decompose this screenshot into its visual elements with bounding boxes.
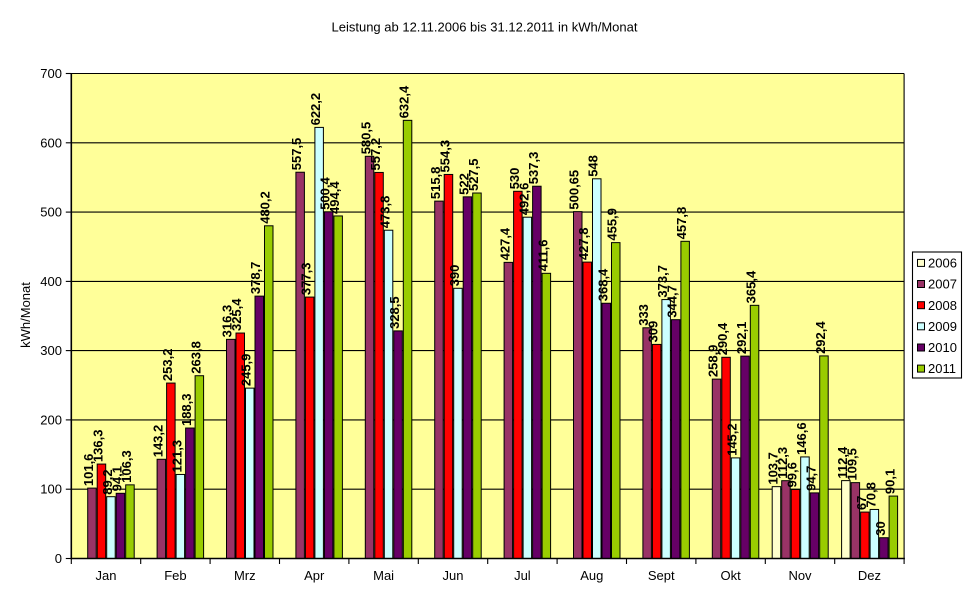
svg-text:527,5: 527,5 (466, 158, 481, 191)
svg-text:400: 400 (40, 274, 62, 289)
svg-text:457,8: 457,8 (674, 207, 689, 240)
svg-text:2007: 2007 (928, 277, 957, 292)
svg-text:427,8: 427,8 (576, 228, 591, 261)
svg-text:557,5: 557,5 (289, 138, 304, 171)
svg-text:Feb: Feb (164, 568, 186, 583)
svg-text:188,3: 188,3 (179, 393, 194, 426)
svg-text:90,1: 90,1 (882, 469, 897, 494)
svg-text:Apr: Apr (304, 568, 325, 583)
svg-text:309: 309 (646, 321, 661, 343)
svg-text:378,7: 378,7 (248, 262, 263, 295)
svg-text:67: 67 (854, 496, 869, 510)
svg-text:473,8: 473,8 (378, 196, 393, 229)
svg-text:292,4: 292,4 (813, 321, 828, 354)
svg-text:480,2: 480,2 (258, 191, 273, 224)
svg-text:300: 300 (40, 343, 62, 358)
svg-text:537,3: 537,3 (526, 152, 541, 185)
svg-text:258,9: 258,9 (706, 345, 721, 378)
svg-text:100: 100 (40, 482, 62, 497)
svg-text:106,3: 106,3 (119, 450, 134, 483)
svg-text:373,7: 373,7 (655, 265, 670, 298)
svg-text:112,3: 112,3 (775, 447, 790, 479)
svg-text:580,5: 580,5 (359, 122, 374, 155)
svg-text:2008: 2008 (928, 298, 957, 313)
svg-text:290,4: 290,4 (715, 322, 730, 355)
svg-text:Jul: Jul (514, 568, 531, 583)
svg-text:292,1: 292,1 (734, 322, 749, 355)
svg-text:Leistung ab 12.11.2006 bis 31.: Leistung ab 12.11.2006 bis 31.12.2011 in… (332, 20, 638, 35)
svg-text:600: 600 (40, 135, 62, 150)
svg-text:344,7: 344,7 (665, 285, 680, 318)
svg-text:548: 548 (586, 155, 601, 177)
svg-text:143,2: 143,2 (150, 425, 165, 458)
svg-text:145,2: 145,2 (725, 423, 740, 456)
svg-text:263,8: 263,8 (188, 341, 203, 374)
svg-text:2009: 2009 (928, 319, 957, 334)
svg-text:Dez: Dez (858, 568, 881, 583)
svg-text:411,6: 411,6 (535, 239, 550, 271)
svg-text:390: 390 (447, 265, 462, 287)
svg-text:500,65: 500,65 (567, 170, 582, 210)
svg-text:30: 30 (873, 521, 888, 535)
svg-text:530: 530 (507, 168, 522, 190)
svg-text:365,4: 365,4 (744, 270, 759, 303)
svg-text:328,5: 328,5 (387, 296, 402, 329)
svg-text:368,4: 368,4 (595, 268, 610, 301)
svg-text:103,7: 103,7 (765, 452, 780, 485)
svg-text:kWh/Monat: kWh/Monat (18, 282, 33, 348)
svg-text:325,4: 325,4 (229, 298, 244, 331)
svg-text:492,6: 492,6 (516, 183, 531, 216)
svg-text:101,6: 101,6 (81, 454, 96, 487)
svg-text:136,3: 136,3 (90, 430, 105, 463)
svg-text:146,6: 146,6 (794, 422, 809, 455)
svg-text:109,5: 109,5 (844, 448, 859, 481)
svg-text:515,8: 515,8 (428, 167, 443, 200)
svg-text:377,3: 377,3 (299, 263, 314, 296)
svg-text:Mai: Mai (373, 568, 394, 583)
svg-text:427,4: 427,4 (497, 227, 512, 260)
svg-text:89,2: 89,2 (100, 469, 115, 494)
svg-text:Mrz: Mrz (234, 568, 256, 583)
svg-text:500,4: 500,4 (318, 176, 333, 209)
svg-text:632,4: 632,4 (397, 85, 412, 118)
svg-text:0: 0 (55, 551, 62, 566)
svg-text:70,8: 70,8 (863, 482, 878, 507)
svg-text:Sept: Sept (648, 568, 675, 583)
svg-text:253,2: 253,2 (160, 349, 175, 382)
svg-text:Jun: Jun (443, 568, 464, 583)
svg-text:455,9: 455,9 (605, 208, 620, 241)
svg-text:700: 700 (40, 66, 62, 81)
svg-text:Okt: Okt (720, 568, 741, 583)
svg-text:494,4: 494,4 (327, 181, 342, 214)
svg-text:112,4: 112,4 (835, 446, 850, 479)
svg-text:316,3: 316,3 (220, 305, 235, 338)
svg-text:Aug: Aug (580, 568, 603, 583)
svg-text:522: 522 (456, 173, 471, 195)
svg-text:622,2: 622,2 (308, 93, 323, 126)
svg-text:94,1: 94,1 (109, 466, 124, 491)
svg-text:121,3: 121,3 (169, 440, 184, 473)
svg-text:Jan: Jan (96, 568, 117, 583)
svg-text:Nov: Nov (788, 568, 812, 583)
svg-text:2006: 2006 (928, 256, 957, 271)
svg-text:554,3: 554,3 (437, 140, 452, 173)
svg-text:99,6: 99,6 (784, 462, 799, 487)
svg-text:333: 333 (636, 304, 651, 326)
svg-text:557,2: 557,2 (368, 138, 383, 171)
svg-text:200: 200 (40, 412, 62, 427)
svg-text:94,7: 94,7 (803, 466, 818, 491)
svg-text:2010: 2010 (928, 340, 957, 355)
svg-text:2011: 2011 (928, 361, 956, 376)
svg-text:245,9: 245,9 (239, 354, 254, 387)
svg-text:500: 500 (40, 205, 62, 220)
